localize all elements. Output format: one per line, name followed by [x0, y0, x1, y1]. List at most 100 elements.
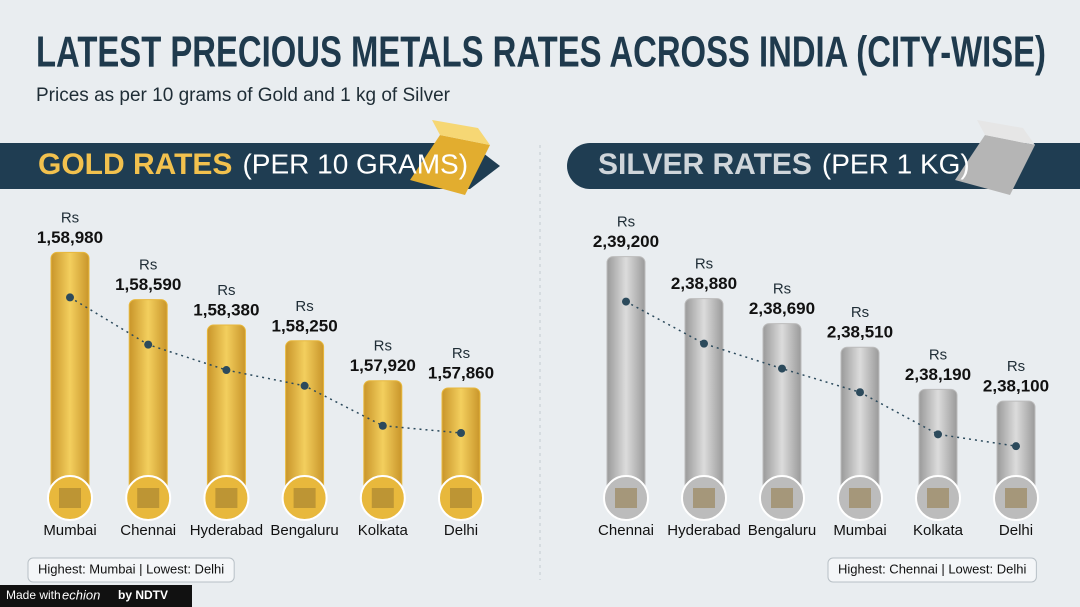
trend-line	[69, 296, 462, 434]
city-icon	[603, 475, 649, 521]
currency-label: Rs	[295, 298, 313, 315]
monument	[137, 488, 160, 508]
city-icon	[993, 475, 1039, 521]
currency-label: Rs	[929, 346, 947, 363]
category-label: Hyderabad	[190, 522, 263, 539]
section-subtitle: (PER 1 KG)	[822, 148, 970, 179]
gold-ingot	[410, 120, 490, 195]
category-label: Mumbai	[43, 522, 96, 539]
currency-label: Rs	[217, 282, 235, 299]
city-icon	[759, 475, 805, 521]
value-label: 1,58,590	[115, 275, 181, 294]
category-label: Delhi	[999, 522, 1033, 539]
monument	[450, 488, 472, 508]
bar	[128, 299, 168, 501]
city-icon	[837, 475, 883, 521]
made-with: Made with	[6, 588, 61, 602]
summary-note: Highest: Mumbai | Lowest: Delhi	[38, 561, 224, 576]
currency-label: Rs	[695, 256, 713, 273]
monument	[927, 488, 949, 508]
value-label: 2,38,690	[749, 299, 815, 318]
city-icon	[681, 475, 727, 521]
trend-line	[625, 300, 1017, 447]
footer: Made with echion by NDTV	[0, 585, 192, 607]
trend-dot	[778, 364, 786, 373]
category-label: Kolkata	[358, 522, 409, 539]
city-icon	[281, 475, 328, 521]
bar	[50, 251, 90, 501]
trend-dot	[144, 340, 153, 349]
currency-label: Rs	[617, 214, 635, 231]
trend-dot	[622, 297, 630, 306]
category-label: Chennai	[598, 522, 654, 539]
value-label: 2,38,190	[905, 365, 971, 384]
value-label: 2,38,880	[671, 274, 737, 293]
bar	[206, 324, 246, 501]
monument	[771, 488, 793, 508]
category-label: Mumbai	[833, 522, 886, 539]
value-label: 1,57,920	[350, 356, 416, 375]
brand: echion	[62, 587, 100, 602]
monument	[371, 488, 394, 508]
city-icon	[47, 475, 93, 521]
currency-label: Rs	[139, 257, 157, 274]
section-title: SILVER RATES	[598, 148, 812, 181]
currency-label: Rs	[374, 338, 392, 355]
monument	[215, 488, 238, 508]
city-icon	[915, 475, 961, 521]
bar	[684, 298, 724, 501]
value-label: 2,39,200	[593, 232, 659, 251]
city-icon	[125, 475, 172, 521]
value-label: 2,38,510	[827, 323, 893, 342]
monument	[615, 488, 637, 508]
city-icon	[203, 475, 250, 521]
trend-dot	[300, 381, 309, 390]
currency-label: Rs	[1007, 358, 1025, 375]
value-label: 1,58,380	[193, 301, 259, 320]
trend-dot	[934, 430, 942, 439]
category-label: Hyderabad	[667, 522, 740, 539]
silver-header	[567, 143, 1080, 189]
category-label: Delhi	[444, 522, 478, 539]
trend-dot	[378, 421, 387, 430]
note-box	[27, 557, 235, 583]
summary-note: Highest: Chennai | Lowest: Delhi	[838, 561, 1026, 576]
category-label: Bengaluru	[748, 522, 816, 539]
by-ndtv: by NDTV	[118, 588, 168, 602]
trend-dot	[222, 366, 231, 375]
monument	[293, 488, 316, 508]
title: LATEST PRECIOUS METALS RATES ACROSS INDI…	[36, 28, 1046, 77]
value-label: 2,38,100	[983, 377, 1049, 396]
note-box	[827, 557, 1037, 583]
trend-dot	[457, 429, 465, 437]
monument	[693, 488, 715, 508]
trend-dot	[1012, 442, 1020, 451]
city-icon	[438, 475, 484, 521]
gold-header	[0, 143, 500, 189]
monument	[59, 488, 81, 508]
city-icon	[359, 475, 406, 521]
silver-ingot	[955, 120, 1035, 195]
trend-dot	[66, 293, 74, 302]
bar	[606, 256, 646, 501]
category-label: Kolkata	[913, 522, 964, 539]
currency-label: Rs	[452, 345, 470, 362]
category-label: Chennai	[120, 522, 176, 539]
section-title: GOLD RATES	[38, 148, 232, 181]
trend-dot	[856, 388, 864, 397]
currency-label: Rs	[61, 209, 79, 226]
value-label: 1,58,980	[37, 228, 103, 247]
currency-label: Rs	[773, 281, 791, 298]
currency-label: Rs	[851, 304, 869, 321]
monument	[1005, 488, 1027, 508]
trend-dot	[700, 339, 708, 348]
bar	[762, 323, 802, 501]
category-label: Bengaluru	[270, 522, 338, 539]
monument	[849, 488, 871, 508]
section-subtitle: (PER 10 GRAMS)	[242, 148, 468, 179]
subtitle: Prices as per 10 grams of Gold and 1 kg …	[36, 85, 451, 106]
value-label: 1,58,250	[272, 316, 338, 335]
